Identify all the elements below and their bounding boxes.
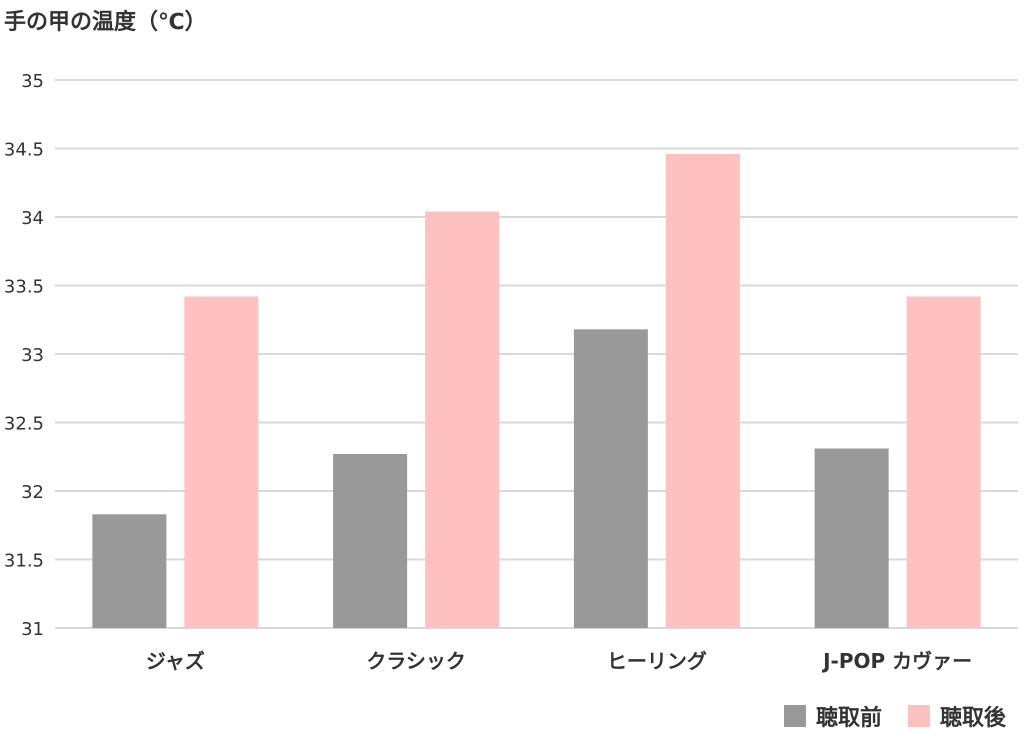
legend-item-before: 聴取前 [783, 700, 882, 732]
bar-after [184, 296, 259, 628]
y-axis-title: 手の甲の温度（℃） [4, 10, 207, 35]
y-tick-label: 31 [21, 619, 44, 640]
bars [92, 153, 981, 629]
bar-before [814, 448, 889, 628]
y-tick-label: 34.5 [4, 140, 44, 161]
legend-item-after: 聴取後 [907, 700, 1006, 732]
y-tick-label: 32.5 [4, 414, 44, 435]
bar-after [665, 153, 740, 629]
x-tick-label: ジャズ [146, 649, 205, 673]
y-tick-label: 31.5 [4, 551, 44, 572]
legend-swatch-after [907, 705, 930, 727]
bar-before [92, 514, 167, 628]
y-tick-label: 32 [21, 482, 44, 503]
x-tick-labels: ジャズ クラシック ヒーリング J-POP カヴァー [146, 649, 972, 673]
x-tick-label: J-POP カヴァー [821, 649, 972, 673]
legend-swatch-before [783, 705, 806, 727]
x-tick-label: クラシック [366, 649, 466, 673]
bar-after [425, 211, 500, 628]
legend-label-before: 聴取前 [815, 706, 882, 731]
y-tick-label: 33 [21, 345, 44, 366]
y-tick-label: 35 [21, 71, 44, 92]
x-tick-label: ヒーリング [607, 649, 707, 673]
legend-label-after: 聴取後 [939, 706, 1006, 731]
y-tick-label: 34 [21, 208, 44, 229]
legend: 聴取前 聴取後 [783, 700, 1006, 732]
y-tick-label: 33.5 [4, 277, 44, 298]
bar-before [333, 454, 408, 628]
y-tick-labels: 31 31.5 32 32.5 33 33.5 34 34.5 35 [4, 71, 44, 640]
bar-before [573, 329, 648, 628]
bar-after [906, 296, 981, 628]
